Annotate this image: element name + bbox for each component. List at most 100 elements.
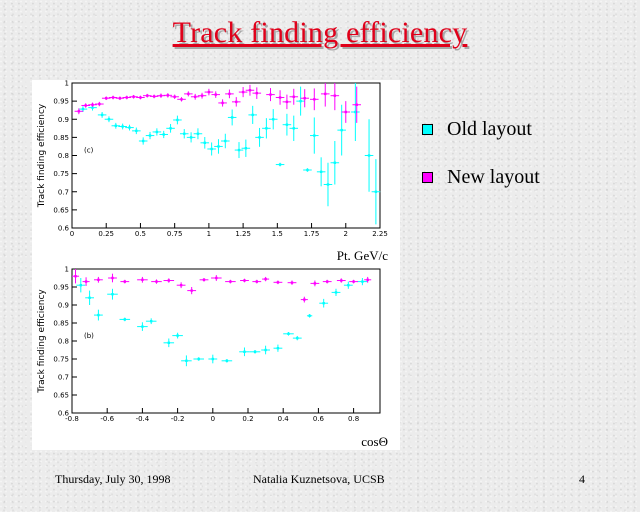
pt-chart-old-point [278,163,282,166]
cos-chart-old-point [211,357,214,361]
cos-chart-old-point [225,359,229,362]
cos-chart-new-point [141,278,144,281]
pt-chart-ylabel: Track finding efficiency [37,103,47,208]
cos-chart-xlabel: cosΘ [361,434,388,449]
cos-chart-xtick-label: 0 [211,415,215,423]
cos-chart-new-point [313,282,317,285]
pt-chart-ytick-label: 0.65 [53,206,69,214]
pt-chart-xtick-label: 0.75 [167,230,183,238]
cos-chart-old-point [308,314,311,317]
pt-chart-ytick-label: 0.7 [58,188,69,196]
cos-chart-new-point [255,280,258,283]
pt-chart-new-point [221,101,224,105]
pt-chart-old-point [114,124,118,127]
cos-chart-ylabel: Track finding efficiency [37,289,47,394]
pt-chart-old-point [135,129,138,133]
footer-date: Thursday, July 30, 1998 [55,472,171,486]
pt-chart-xtick-label: 0 [70,230,74,238]
pt-chart-new-point [200,94,204,97]
cos-chart-old-point [150,320,153,323]
pt-chart-old-point [217,145,220,148]
pt-chart-ytick-label: 0.9 [58,116,69,124]
cos-chart-panel-label: (b) [84,332,94,340]
footer-page-number: 4 [579,472,585,486]
pt-chart-new-point [313,98,316,101]
cos-chart-new-point [202,278,206,281]
chart-panel-pt: 0 0.25 0.5 0.75 1 1.25 1.5 1.75 2 2.25 0.6 0.65 0.7 0… [32,80,400,266]
pt-chart-new-point [105,97,108,100]
cos-chart-old-point [88,296,91,299]
legend-old-layout: Old layout [422,118,532,141]
pt-chart-old-point [285,123,289,126]
cos-chart-old-point [322,302,325,305]
pt-chart-xtick-label: 1.25 [235,230,251,238]
pt-chart-new-point [166,94,170,97]
pt-chart-old-point [155,130,159,134]
pt-chart-new-point [187,92,190,96]
pt-chart-old-point [230,116,234,119]
pt-chart-new-point [173,95,176,98]
cos-chart-new-point [340,279,343,282]
pt-chart-new-point [214,93,217,96]
pt-chart-old-point [299,99,302,103]
cos-chart-new-point [276,281,280,284]
pt-chart-old-point [91,106,94,109]
pt-chart-new-point [91,103,94,106]
pt-chart-old-point [162,133,165,136]
pt-chart-frame [71,82,381,229]
cos-chart-new-point [111,276,114,280]
pt-chart-xtick-label: 2 [344,230,348,238]
cos-chart-old-point [334,291,338,294]
cos-chart-xtick-label: -0.6 [100,415,114,423]
cos-chart-xtick-label: 0.8 [348,415,359,423]
legend-old-swatch [422,124,433,135]
pt-chart-xlabel: Pt, GeV/c [337,248,389,263]
chart-panel-costheta: -0.8 -0.6 -0.4 -0.2 0 0.2 0.4 0.6 0.8 0.6 0.65 0.7 0… [32,260,400,450]
pt-chart-old-point [141,139,145,143]
pt-chart-new-point [344,110,347,114]
pt-chart-old-point [265,127,268,130]
cos-chart-old-point [97,313,100,317]
cos-chart-old-point [361,280,364,283]
cos-chart-ytick-label: 0.95 [53,284,69,292]
cos-chart-xtick-label: -0.2 [171,415,185,423]
cos-chart-new-point [74,275,77,278]
pt-chart-new-point [324,92,327,96]
cos-chart-ytick-label: 0.9 [58,302,69,310]
slide-title: Track finding efficiency [172,16,468,49]
cos-chart-new-point [326,280,329,283]
cos-chart-new-point [167,279,170,282]
pt-chart-new-point [139,96,142,99]
pt-chart-new-point [111,96,115,99]
pt-chart-new-point [118,97,122,100]
cos-chart-xtick-label: -0.8 [65,415,79,423]
cos-chart-old-point [111,293,114,296]
cos-chart-old-point [243,350,246,353]
pt-chart-old-point [326,183,330,186]
pt-chart-xtick-label: 0.5 [135,230,146,238]
pt-chart-new-point [248,89,252,92]
cos-chart-old-point [197,357,200,361]
pt-chart-old-point [340,128,343,132]
pt-chart-old-point [313,134,316,137]
pt-chart-old-point [100,113,104,117]
pt-chart-new-point [146,94,149,97]
cos-chart-new-point [84,280,88,283]
legend-new-layout: New layout [422,166,540,189]
pt-chart-old-point [354,110,357,114]
legend-new-label: New layout [447,166,540,188]
pt-chart-new-point [285,100,289,104]
pt-chart-old-point [196,132,200,135]
chart-costheta-efficiency: -0.8 -0.6 -0.4 -0.2 0 0.2 0.4 0.6 0.8 0.6 0.65 0.7 0… [37,266,388,450]
cos-chart-ytick-label: 0.75 [53,356,69,364]
pt-chart-ytick-label: 0.6 [58,225,70,233]
pt-chart-new-point [278,96,282,99]
pt-chart-new-point [125,96,128,99]
pt-chart-ytick-label: 0.95 [53,98,69,106]
pt-chart-old-point [183,132,186,135]
cos-chart-old-point [296,336,299,340]
pt-chart-old-point [251,113,254,117]
pt-chart-new-point [77,110,81,113]
pt-chart-new-point [235,100,238,104]
cos-chart-old-point [287,332,290,335]
